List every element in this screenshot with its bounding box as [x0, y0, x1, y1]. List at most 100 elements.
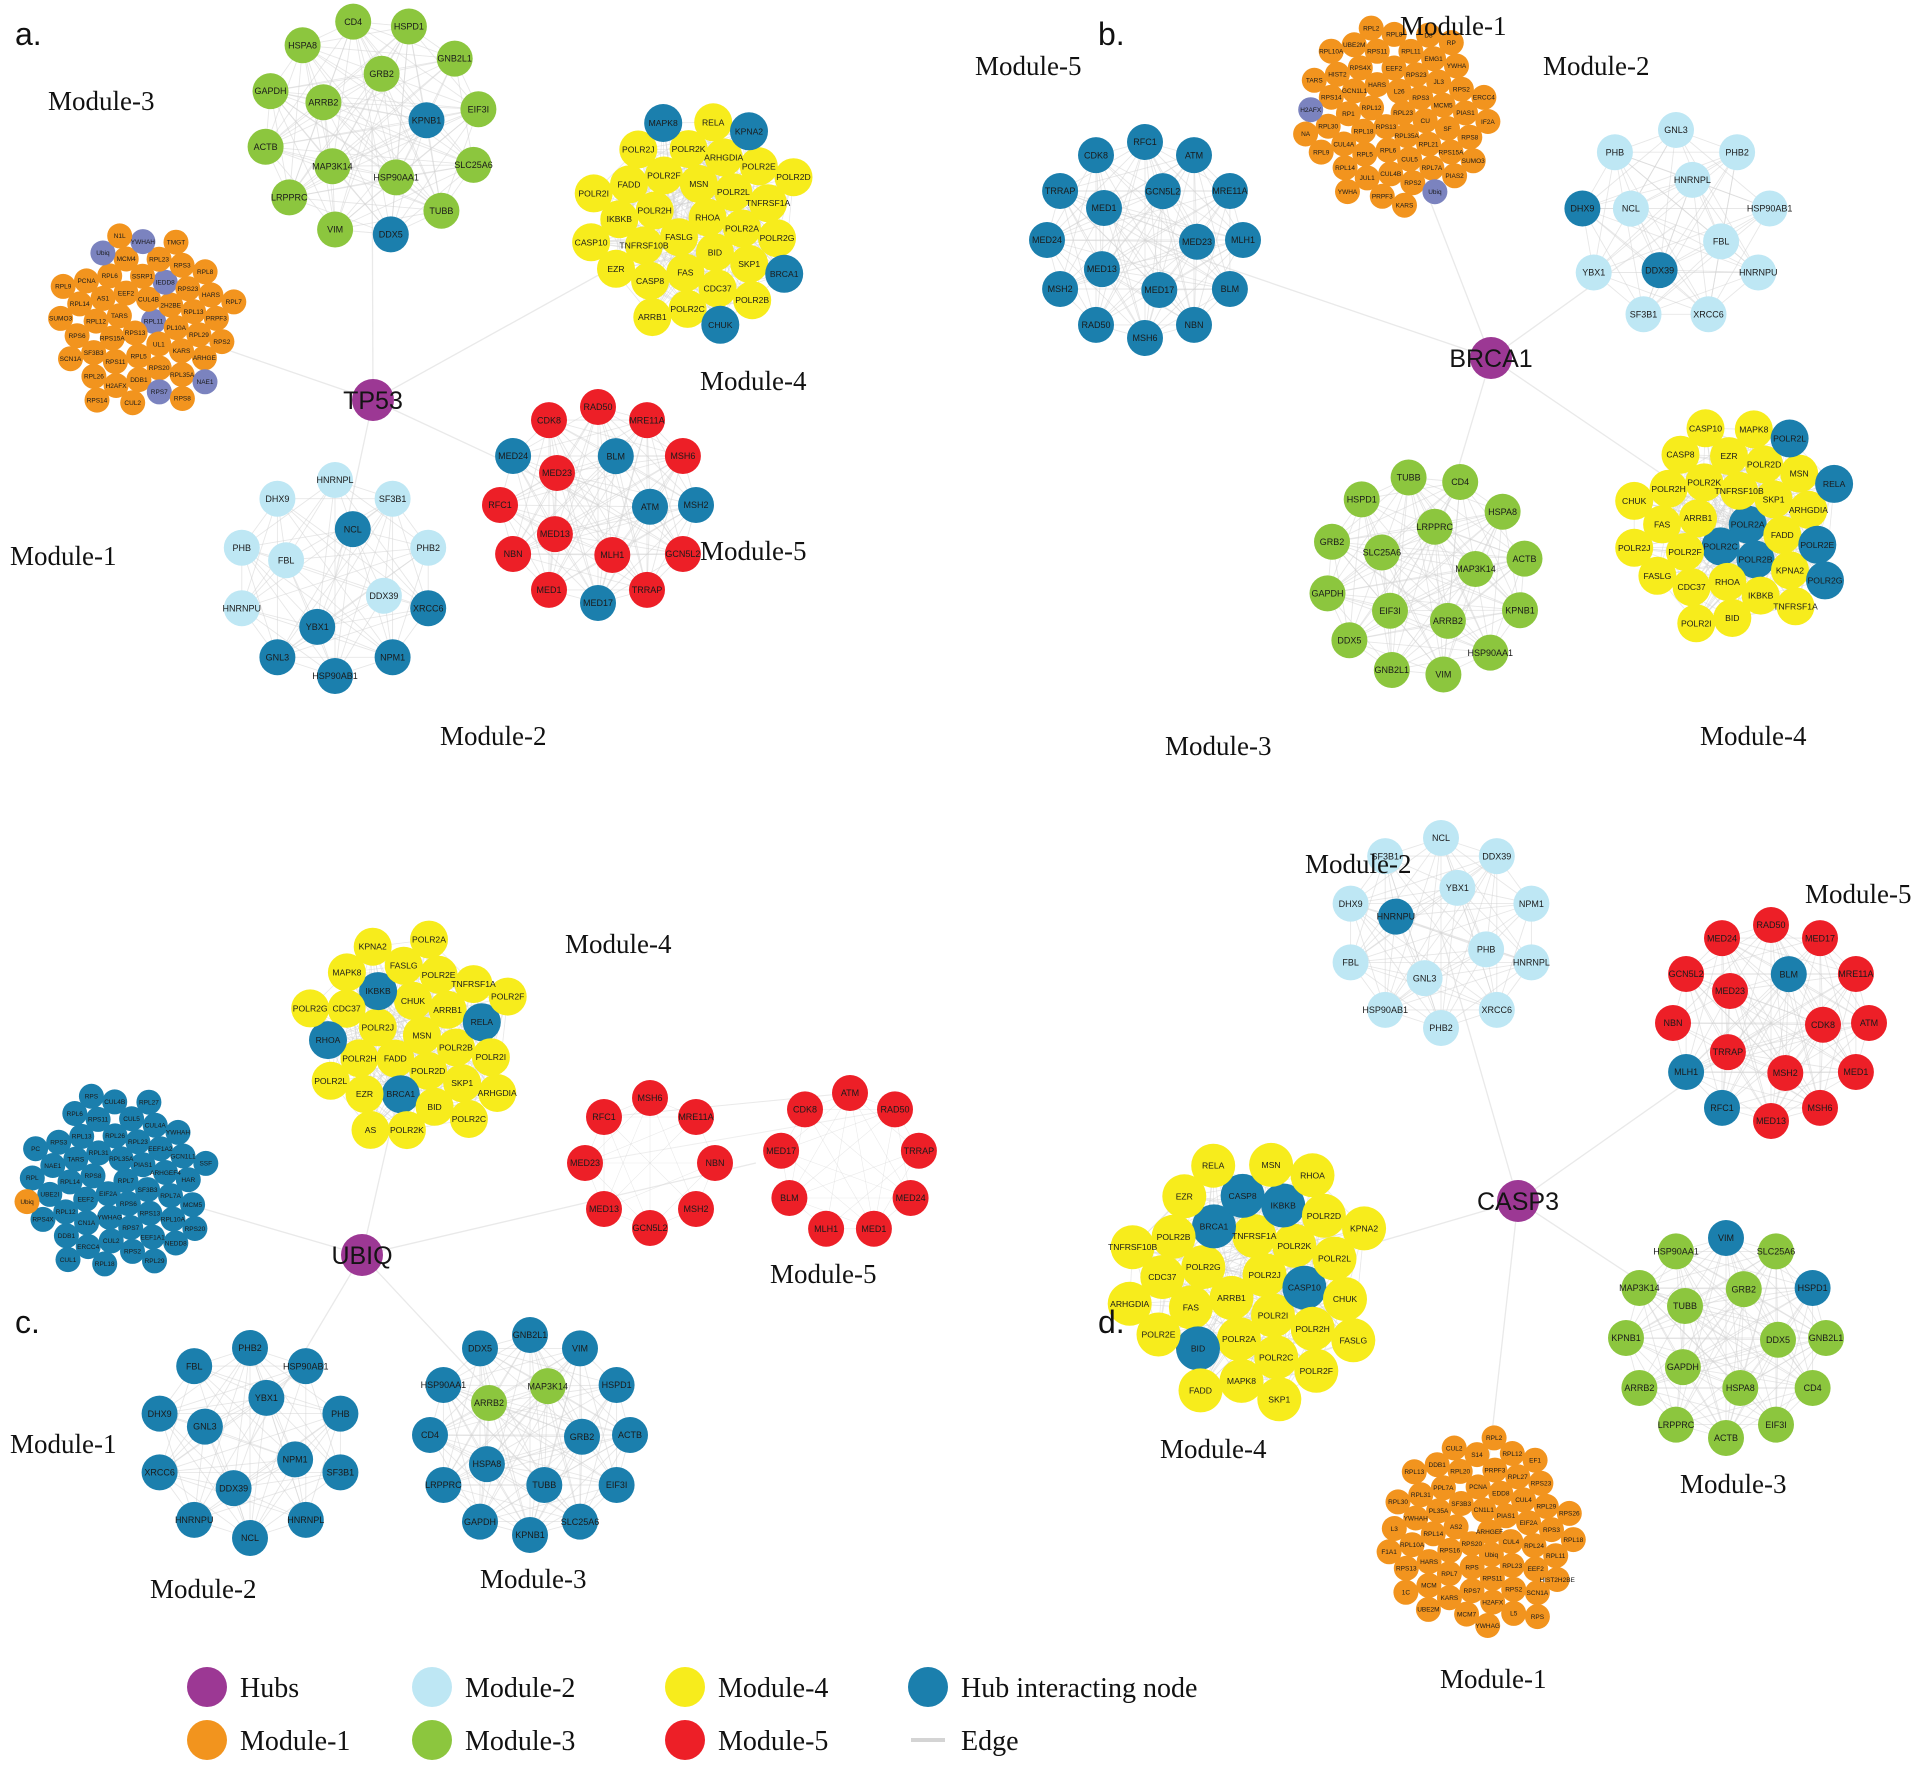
svg-text:HAR: HAR [181, 1177, 195, 1184]
svg-text:DDX5: DDX5 [1766, 1335, 1790, 1345]
svg-text:L3: L3 [1391, 1526, 1399, 1533]
svg-text:EF1: EF1 [1529, 1457, 1541, 1464]
svg-text:POLR2J: POLR2J [362, 1022, 394, 1032]
svg-text:RPS: RPS [1531, 1614, 1545, 1621]
svg-text:TRRAP: TRRAP [632, 585, 663, 595]
svg-text:DHX9: DHX9 [1570, 204, 1594, 214]
svg-text:BID: BID [1191, 1343, 1205, 1353]
svg-text:RPS16: RPS16 [1439, 1548, 1460, 1555]
svg-text:SF3B3: SF3B3 [1451, 1501, 1471, 1508]
svg-text:DHX9: DHX9 [1339, 899, 1363, 909]
svg-text:RPS13: RPS13 [125, 330, 146, 337]
svg-text:EIF3I: EIF3I [468, 104, 490, 114]
svg-text:CD4: CD4 [421, 1430, 439, 1440]
svg-text:RPL12: RPL12 [1502, 1451, 1522, 1458]
svg-text:RPL29: RPL29 [1536, 1504, 1556, 1511]
svg-text:SLC25A6: SLC25A6 [561, 1517, 600, 1527]
svg-text:MCM: MCM [1421, 1583, 1437, 1590]
svg-text:RPL2: RPL2 [1486, 1435, 1503, 1442]
svg-text:POLR2B: POLR2B [735, 295, 769, 305]
svg-text:KARS: KARS [1396, 202, 1414, 209]
svg-text:PHB2: PHB2 [416, 543, 440, 553]
svg-text:SUMO3: SUMO3 [1462, 158, 1486, 165]
svg-text:EIF2A: EIF2A [1520, 1520, 1539, 1527]
svg-text:CASP10: CASP10 [1689, 423, 1722, 433]
svg-text:POLR2C: POLR2C [670, 304, 704, 314]
svg-text:GCN5L2: GCN5L2 [665, 549, 700, 559]
svg-text:BID: BID [427, 1102, 441, 1112]
svg-text:TNFRSF1A: TNFRSF1A [746, 198, 791, 208]
svg-text:RPL13: RPL13 [184, 309, 204, 316]
svg-text:POLR2K: POLR2K [1687, 478, 1721, 488]
svg-text:RPL6: RPL6 [67, 1111, 84, 1118]
svg-text:PHB2: PHB2 [238, 1343, 262, 1353]
svg-text:YBX1: YBX1 [255, 1393, 278, 1403]
svg-text:TNFRSF10B: TNFRSF10B [1715, 486, 1764, 496]
svg-text:HNRNPU: HNRNPU [1739, 268, 1778, 278]
svg-text:HSPA8: HSPA8 [1488, 507, 1517, 517]
svg-text:EIF3I: EIF3I [1379, 606, 1401, 616]
svg-text:POLR2I: POLR2I [578, 188, 609, 198]
svg-text:POLR2D: POLR2D [411, 1066, 445, 1076]
svg-text:BLM: BLM [1780, 969, 1799, 979]
svg-text:GAPDH: GAPDH [254, 86, 286, 96]
svg-text:GAPDH: GAPDH [1311, 589, 1343, 599]
svg-text:CUL2: CUL2 [1446, 1445, 1463, 1452]
svg-text:PHB: PHB [233, 543, 252, 553]
svg-text:Hub interacting node: Hub interacting node [961, 1673, 1197, 1704]
svg-text:RPS13: RPS13 [1376, 124, 1397, 131]
svg-text:YWHA: YWHA [1447, 63, 1467, 70]
svg-text:CASP8: CASP8 [636, 276, 664, 286]
svg-text:Module-4: Module-4 [1160, 1434, 1267, 1464]
svg-text:GRB2: GRB2 [570, 1432, 595, 1442]
svg-text:CD4: CD4 [344, 17, 362, 27]
svg-text:MAP3K14: MAP3K14 [312, 161, 353, 171]
svg-text:FBL: FBL [1342, 958, 1359, 968]
svg-text:HSPA8: HSPA8 [1726, 1383, 1755, 1393]
svg-text:GCN1L1: GCN1L1 [1342, 88, 1368, 95]
svg-text:ACTB: ACTB [1714, 1433, 1738, 1443]
svg-text:HSPD1: HSPD1 [602, 1380, 632, 1390]
svg-text:TNFRSF1A: TNFRSF1A [1232, 1231, 1277, 1241]
svg-text:YBX1: YBX1 [306, 622, 329, 632]
svg-text:ARRB1: ARRB1 [638, 312, 667, 322]
svg-text:FADD: FADD [618, 179, 641, 189]
svg-text:GAPDH: GAPDH [464, 1517, 496, 1527]
svg-text:IKBKB: IKBKB [1748, 591, 1774, 601]
svg-text:MLH1: MLH1 [1231, 235, 1255, 245]
svg-text:RPL14: RPL14 [60, 1179, 80, 1186]
svg-text:MED13: MED13 [1756, 1116, 1786, 1126]
svg-text:Module-3: Module-3 [1165, 731, 1271, 761]
svg-text:UL1: UL1 [153, 341, 165, 348]
svg-text:ACTB: ACTB [254, 142, 278, 152]
svg-text:IKBKB: IKBKB [1271, 1201, 1297, 1211]
svg-text:MCM5: MCM5 [183, 1202, 203, 1209]
svg-text:RPS8: RPS8 [85, 1173, 102, 1180]
svg-text:NCL: NCL [1432, 833, 1450, 843]
svg-text:POLR2K: POLR2K [1277, 1241, 1311, 1251]
svg-text:MED23: MED23 [542, 468, 572, 478]
svg-text:RPL7: RPL7 [1441, 1571, 1458, 1578]
svg-text:RPS11: RPS11 [1367, 49, 1387, 56]
svg-text:GNB2L1: GNB2L1 [1375, 665, 1410, 675]
svg-text:HSPD1: HSPD1 [1798, 1283, 1828, 1293]
svg-text:MSN: MSN [1262, 1160, 1281, 1170]
svg-text:Module-1: Module-1 [1400, 11, 1506, 41]
svg-text:RPL26: RPL26 [105, 1133, 125, 1140]
svg-text:CUL4: CUL4 [1515, 1497, 1532, 1504]
svg-text:SKP1: SKP1 [1763, 494, 1785, 504]
svg-text:NBN: NBN [1663, 1018, 1682, 1028]
svg-text:MAPK8: MAPK8 [649, 118, 678, 128]
svg-text:FADD: FADD [1771, 530, 1794, 540]
svg-text:POLR2B: POLR2B [1739, 555, 1773, 565]
svg-text:CUL2: CUL2 [124, 400, 141, 407]
svg-text:TP53: TP53 [343, 387, 403, 415]
svg-text:KPNA2: KPNA2 [735, 126, 763, 136]
svg-text:Module-4: Module-4 [1700, 721, 1807, 751]
svg-text:SLC25A6: SLC25A6 [1363, 548, 1402, 558]
svg-text:RPL12: RPL12 [86, 318, 106, 325]
svg-text:H2AFX: H2AFX [106, 383, 128, 390]
svg-text:MSH6: MSH6 [1807, 1103, 1832, 1113]
svg-text:GNB2L1: GNB2L1 [1809, 1333, 1844, 1343]
svg-text:RPS6: RPS6 [69, 333, 86, 340]
